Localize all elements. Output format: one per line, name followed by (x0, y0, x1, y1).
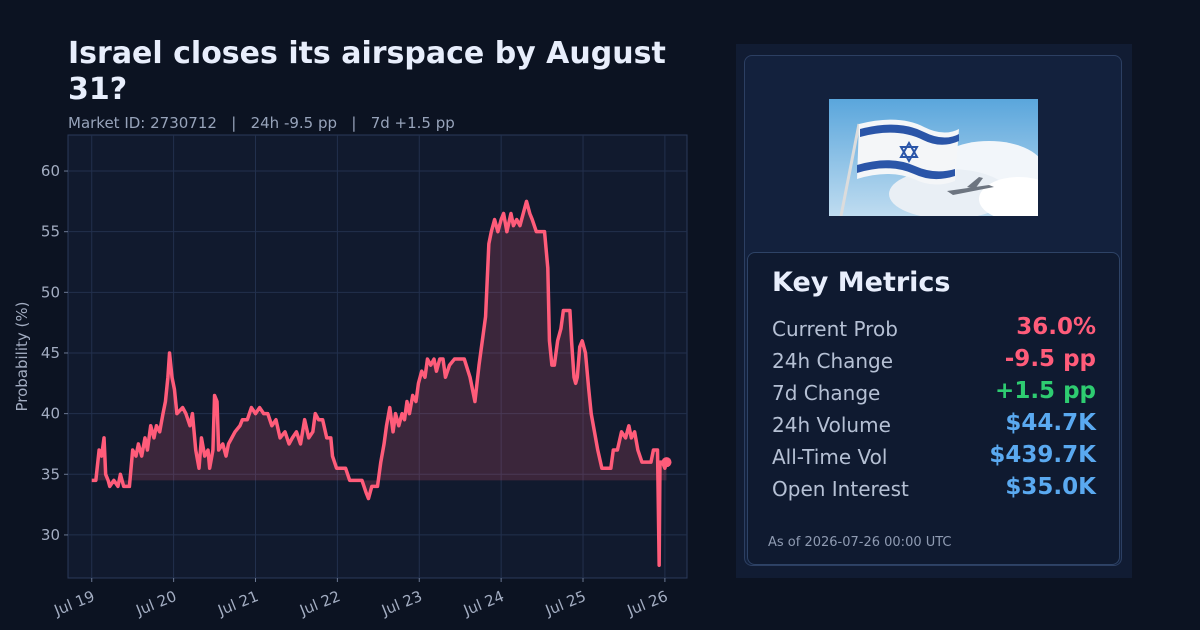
plot-area (67, 134, 688, 579)
metric-label: All-Time Vol (772, 445, 888, 469)
metric-value: $44.7K (1005, 410, 1096, 436)
line (91, 199, 669, 568)
y-tick-label: 45 (41, 344, 60, 362)
y-axis-label: Probability (%) (13, 301, 31, 411)
metric-label: Open Interest (772, 477, 909, 501)
market-card: Key Metrics As of 2026-07-26 00:00 UTC C… (744, 55, 1122, 566)
chart: 30 35 40 45 50 55 60 Jul 19 Jul 20 Jul 21 Jul 22 Ju… (13, 134, 688, 620)
x-tick-label: Jul 26 (624, 587, 671, 620)
metric-value: $35.0K (1005, 474, 1096, 500)
metric-row: Open Interest $35.0K (772, 473, 1096, 503)
x-tick-label: Jul 20 (133, 587, 180, 620)
area (91, 201, 667, 566)
x-tick-label: Jul 25 (542, 587, 589, 620)
last-point (661, 457, 672, 468)
metric-row: 24h Change -9.5 pp (772, 345, 1096, 375)
metric-row: All-Time Vol $439.7K (772, 441, 1096, 471)
x-tick-label: Jul 23 (378, 587, 425, 620)
metric-value: $439.7K (989, 442, 1096, 468)
chart-subtitle: Market ID: 2730712 | 24h -9.5 pp | 7d +1… (68, 114, 455, 132)
x-tick-label: Jul 21 (214, 587, 261, 620)
as-of: As of 2026-07-26 00:00 UTC (768, 535, 952, 550)
metric-row: 7d Change +1.5 pp (772, 377, 1096, 407)
metrics-title: Key Metrics (772, 267, 951, 298)
x-tick-label: Jul 24 (460, 587, 507, 620)
side-panel: Key Metrics As of 2026-07-26 00:00 UTC C… (736, 44, 1132, 578)
metric-value: -9.5 pp (1004, 346, 1096, 372)
market-image (829, 99, 1038, 216)
metric-value: 36.0% (1016, 314, 1096, 340)
y-tick-label: 55 (41, 223, 60, 241)
metric-label: 24h Volume (772, 413, 891, 437)
metric-label: 7d Change (772, 381, 881, 405)
metric-label: 24h Change (772, 349, 894, 373)
y-tick-label: 35 (41, 465, 60, 483)
y-tick-label: 30 (41, 526, 60, 544)
y-tick-label: 40 (41, 405, 60, 423)
metric-row: Current Prob 36.0% (772, 313, 1096, 343)
x-tick-label: Jul 22 (296, 587, 343, 620)
x-tick-label: Jul 19 (51, 587, 98, 620)
chart-title: Israel closes its airspace by August 31? (68, 36, 666, 107)
metric-label: Current Prob (772, 317, 898, 341)
y-tick-label: 60 (41, 162, 60, 180)
metric-row: 24h Volume $44.7K (772, 409, 1096, 439)
key-metrics: Key Metrics As of 2026-07-26 00:00 UTC C… (747, 252, 1120, 565)
metric-value: +1.5 pp (995, 378, 1096, 404)
y-tick-label: 50 (41, 283, 60, 301)
